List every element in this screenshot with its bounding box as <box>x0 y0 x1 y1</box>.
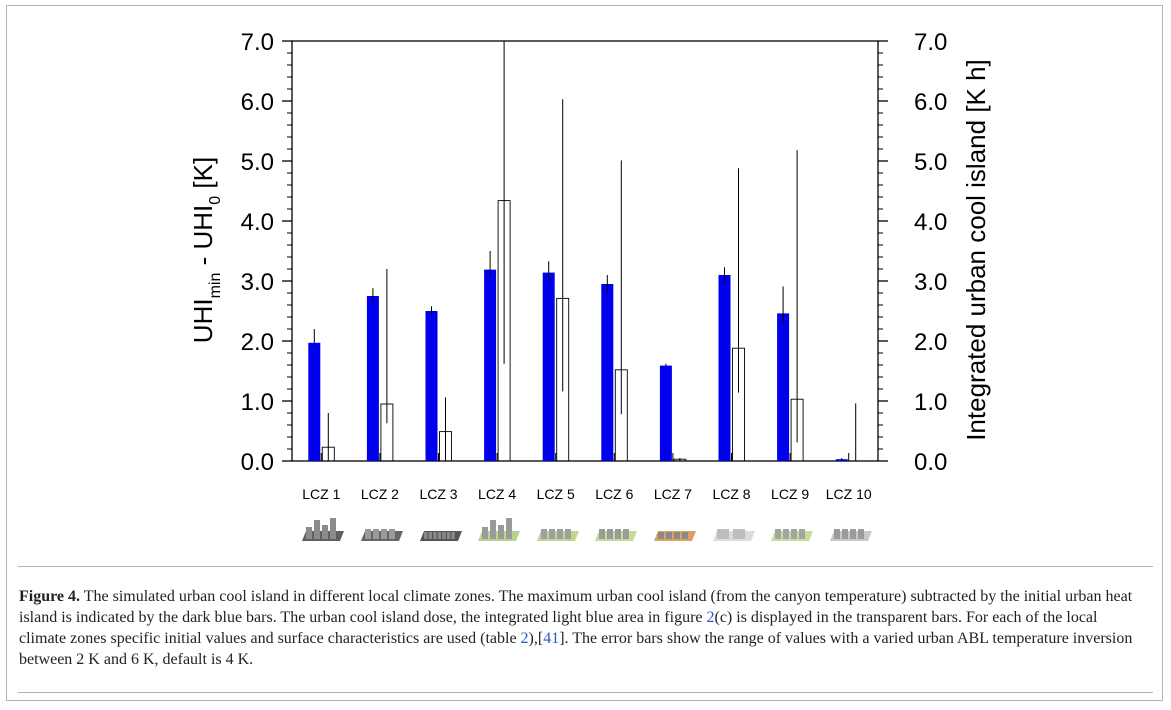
caption-top-rule <box>18 566 1153 567</box>
ucl-bar <box>366 296 379 461</box>
y-tick-label-left: 4.0 <box>241 209 274 236</box>
ucl-bar <box>425 311 438 461</box>
bars <box>308 200 848 462</box>
plot-frame <box>291 40 879 462</box>
y-tick-label-right: 2.0 <box>914 329 947 356</box>
caption-ref-citation[interactable]: 41 <box>543 630 560 647</box>
x-tick-label: LCZ 8 <box>712 486 750 502</box>
lcz-icon <box>653 531 696 541</box>
y-tick-label-right: 6.0 <box>914 89 947 116</box>
ucl-bar <box>777 313 790 461</box>
y-tick-label-left: 7.0 <box>241 29 274 56</box>
lcz-icon <box>771 529 814 541</box>
tick-labels: LCZ 1 LCZ 2 LCZ 3 LCZ 4 LCZ 5 LCZ 6 LCZ 7 LCZ 8… <box>241 29 948 502</box>
y-tick-label-left: 1.0 <box>241 389 274 416</box>
y-tick-label-left: 2.0 <box>241 329 274 356</box>
lcz-icon <box>478 518 521 541</box>
ucl-bar <box>542 272 555 461</box>
y-tick-label-right: 4.0 <box>914 209 947 236</box>
caption-bottom-rule <box>18 692 1153 693</box>
y-tick-label-left: 3.0 <box>241 269 274 296</box>
y-tick-label-right: 5.0 <box>914 149 947 176</box>
x-tick-label: LCZ 7 <box>654 486 692 502</box>
caption-ref-table[interactable]: 2 <box>520 630 529 647</box>
ucl-bar <box>718 275 731 461</box>
y-tick-label-right: 7.0 <box>914 29 947 56</box>
x-tick-label: LCZ 10 <box>826 486 872 502</box>
caption-ref-figure[interactable]: 2 <box>706 609 715 626</box>
y-tick-label-left: 0.0 <box>241 449 274 476</box>
lcz-icon <box>595 529 638 541</box>
x-tick-label: LCZ 6 <box>595 486 633 502</box>
figure-caption: Figure 4. The simulated urban cool islan… <box>19 586 1139 670</box>
x-tick-label: LCZ 3 <box>419 486 457 502</box>
lcz-icon <box>829 529 872 541</box>
y-tick-label-right: 1.0 <box>914 389 947 416</box>
y-tick-label-left: 6.0 <box>241 89 274 116</box>
lcz-icon <box>360 529 403 541</box>
caption-text-3: ),[ <box>528 630 544 647</box>
y-tick-label-right: 0.0 <box>914 449 947 476</box>
ucl-bar <box>601 284 614 461</box>
plot-border <box>291 40 879 462</box>
caption-text-2: (c) is displayed in the transparent bars… <box>19 609 1098 647</box>
x-tick-label: LCZ 4 <box>478 486 516 502</box>
ucl-bar <box>308 342 321 461</box>
error-bars <box>313 41 857 461</box>
y-axis-label-right: Integrated urban cool island [K h] <box>961 59 991 441</box>
figure-frame <box>6 5 1163 701</box>
y-tick-label-right: 3.0 <box>914 269 947 296</box>
lcz-icon <box>419 531 462 541</box>
ucl-bar <box>484 269 497 461</box>
x-tick-label: LCZ 1 <box>302 486 340 502</box>
y-axis-label-left: UHImin - UHI0 [K] <box>188 157 224 343</box>
y-tick-label-left: 5.0 <box>241 149 274 176</box>
x-tick-label: LCZ 9 <box>771 486 809 502</box>
caption-text-1: The simulated urban cool island in diffe… <box>19 588 1133 626</box>
x-tick-label: LCZ 5 <box>537 486 575 502</box>
lcz-icon <box>712 529 755 541</box>
caption-text-4: ]. The error bars show the range of valu… <box>19 630 1133 668</box>
x-tick-label: LCZ 2 <box>361 486 399 502</box>
lcz-icon <box>302 518 345 541</box>
ucl-bar <box>659 365 672 461</box>
lcz-icon <box>536 529 579 541</box>
axis-ticks <box>282 40 888 462</box>
bar-chart: LCZ 1 LCZ 2 LCZ 3 LCZ 4 LCZ 5 LCZ 6 LCZ 7 LCZ 8… <box>188 29 991 502</box>
caption-label: Figure 4. <box>19 588 81 605</box>
